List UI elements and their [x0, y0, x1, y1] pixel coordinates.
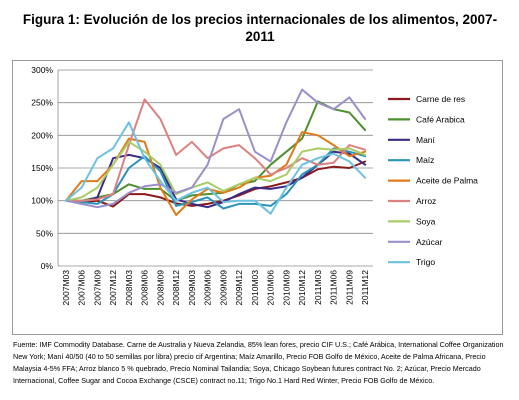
x-tick-label: 2009M06 — [203, 270, 213, 306]
legend-label: Maíz — [416, 155, 434, 165]
legend: Carne de res Café Arabica Maní Maíz Aceite d… — [388, 94, 478, 267]
legend-label: Carne de res — [416, 94, 465, 104]
y-tick-label: 200% — [31, 130, 53, 140]
series-lines — [64, 88, 367, 216]
x-tick-label: 2009M12 — [234, 270, 244, 306]
series-line — [64, 147, 367, 210]
x-tick-label: 2010M12 — [297, 270, 307, 306]
x-tick-label: 2011M09 — [344, 270, 354, 305]
legend-label: Azúcar — [416, 237, 443, 247]
y-tick-label: 0% — [41, 261, 54, 271]
line-chart: 0% 50% 100% 150% 200% 250% 300% 2007M03 2007M06 2… — [31, 65, 478, 305]
legend-label: Trigo — [416, 257, 435, 267]
x-tick-label: 2007M03 — [61, 270, 71, 306]
series-line — [64, 140, 367, 202]
legend-label: Soya — [416, 216, 436, 226]
series-line — [64, 150, 367, 209]
x-tick-label: 2009M03 — [187, 270, 197, 306]
legend-label: Café Arabica — [416, 114, 465, 124]
x-tick-label: 2008M09 — [155, 270, 165, 306]
figure-title: Figura 1: Evolución de los precios inter… — [22, 12, 498, 44]
x-tick-label: 2010M09 — [281, 270, 291, 306]
x-tick-label: 2011M06 — [329, 270, 339, 305]
legend-label: Arroz — [416, 196, 436, 206]
chart-frame: 0% 50% 100% 150% 200% 250% 300% 2007M03 2007M06 2… — [12, 60, 503, 335]
series-line — [64, 88, 367, 209]
x-tick-label: 2008M12 — [171, 270, 181, 306]
series-line — [64, 121, 367, 215]
x-tick-label: 2010M03 — [250, 270, 260, 306]
x-tick-label: 2010M06 — [266, 270, 276, 306]
legend-label: Maní — [416, 135, 436, 145]
x-tick-label: 2007M09 — [92, 270, 102, 306]
x-tick-label: 2008M06 — [140, 270, 150, 306]
series-line — [64, 98, 367, 202]
legend-label: Aceite de Palma — [416, 176, 478, 186]
axes: 0% 50% 100% 150% 200% 250% 300% 2007M03 2007M06 2… — [31, 65, 370, 305]
y-tick-label: 50% — [36, 228, 53, 238]
x-tick-label: 2007M06 — [77, 270, 87, 306]
y-tick-label: 100% — [31, 196, 53, 206]
y-tick-label: 300% — [31, 65, 53, 75]
x-tick-label: 2008M03 — [124, 270, 134, 306]
source-footnote: Fuente: IMF Commodity Database. Carne de… — [13, 340, 504, 385]
x-tick-label: 2009M09 — [218, 270, 228, 306]
x-tick-label: 2011M03 — [313, 270, 323, 305]
x-tick-label: 2007M12 — [108, 270, 118, 306]
y-tick-label: 150% — [31, 163, 53, 173]
x-tick-label: 2011M12 — [360, 270, 370, 305]
y-tick-label: 250% — [31, 98, 53, 108]
